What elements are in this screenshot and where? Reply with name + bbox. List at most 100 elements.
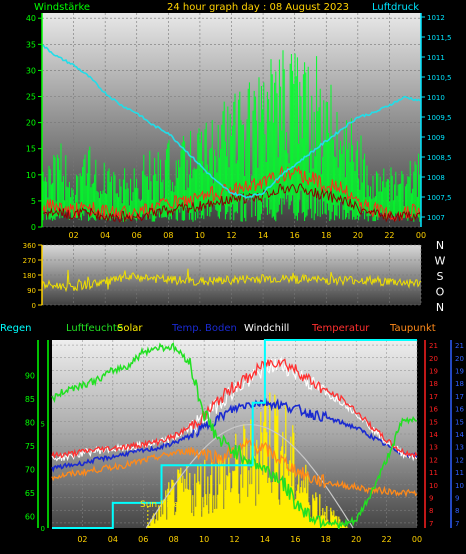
temperature-red-tick-label: 20 — [429, 355, 438, 363]
pressure-y-tick-label: 1008,5 — [427, 154, 452, 162]
temperature-blue-tick-label: 8 — [455, 507, 459, 515]
wind-x-tick-label: 04 — [100, 231, 110, 240]
wind-x-tick-label: 10 — [195, 231, 205, 240]
wind-axis-title: Windstärke — [34, 2, 90, 13]
temperature-blue-tick-label: 9 — [455, 495, 459, 503]
humidity-line — [51, 342, 417, 529]
rain-line — [52, 339, 417, 529]
legend-entry: Taupunkt — [389, 323, 436, 334]
temperature-blue-tick-label: 7 — [455, 520, 459, 528]
direction-y-tick-label: 270 — [23, 257, 36, 265]
climate-x-tick-label: 10 — [199, 535, 209, 544]
compass-label: W — [435, 255, 446, 268]
compass-label: S — [437, 270, 444, 283]
climate-x-tick-label: 08 — [169, 535, 179, 544]
direction-gridlines — [42, 244, 422, 306]
pressure-y-tick-label: 1011,5 — [427, 34, 452, 42]
climate-series — [51, 339, 418, 529]
wind-y-tick-label: 15 — [26, 145, 36, 154]
pressure-series — [41, 44, 421, 199]
pressure-y-tick-label: 1009 — [427, 134, 445, 142]
wind-direction-line — [41, 268, 422, 293]
wind-x-tick-label: 20 — [353, 231, 363, 240]
pressure-y-tick-label: 1008 — [427, 174, 445, 182]
temperature-red-tick-label: 14 — [429, 431, 438, 439]
pressure-y-tick-label: 1010 — [427, 94, 445, 102]
compass-label: N — [436, 301, 444, 314]
temperature-blue-tick-label: 17 — [455, 393, 464, 401]
temperature-blue-tick-label: 11 — [455, 469, 464, 477]
climate-x-tick-label: 12 — [229, 535, 239, 544]
direction-y-tick-label: 360 — [23, 242, 36, 250]
climate-x-tick-label: 06 — [138, 535, 148, 544]
temperature-blue-tick-label: 10 — [455, 482, 464, 490]
legend-entry: Solar — [117, 323, 143, 334]
temperature-red-tick-label: 18 — [429, 380, 438, 388]
temperature-red-tick-label: 7 — [429, 520, 433, 528]
temperature-red-tick-label: 13 — [429, 444, 438, 452]
wind-x-tick-label: 22 — [384, 231, 394, 240]
temperature-red-tick-label: 9 — [429, 495, 433, 503]
wind-y-tick-label: 30 — [26, 66, 36, 75]
humidity-y-ticks: 60 65 70 75 80 85 90 0 5 — [25, 340, 49, 533]
humidity-y-tick-label: 70 — [25, 465, 35, 474]
temperature-blue-tick-label: 19 — [455, 367, 464, 375]
windchill-line — [51, 355, 418, 462]
wind-x-tick-label: 00 — [416, 231, 426, 240]
pressure-y-tick-label: 1007,5 — [427, 194, 452, 202]
pressure-y-ticks: 1007 1007,5 1008 1008,5 1009 1009,5 1010 1010,5… — [420, 13, 452, 227]
temperature-red-tick-label: 19 — [429, 367, 438, 375]
temperature-red-tick-label: 21 — [429, 342, 438, 350]
pressure-y-tick-label: 1009,5 — [427, 114, 452, 122]
temperature-blue-tick-label: 14 — [455, 431, 464, 439]
pressure-y-tick-label: 1007 — [427, 214, 445, 222]
temperature-blue-tick-label: 15 — [455, 418, 464, 426]
wind-x-tick-label: 08 — [163, 231, 173, 240]
climate-x-tick-label: 04 — [108, 535, 118, 544]
wind-y-tick-label: 5 — [31, 197, 36, 206]
wind-x-tick-label: 02 — [68, 231, 78, 240]
climate-x-tick-label: 02 — [77, 535, 87, 544]
temperature-blue-tick-label: 16 — [455, 406, 464, 414]
compass-label: N — [436, 239, 444, 252]
compass-label: O — [436, 286, 445, 299]
rain-y-tick-label: 5 — [41, 421, 45, 429]
temperature-red-tick-label: 12 — [429, 456, 438, 464]
legend-entry: Temperatur — [311, 323, 370, 334]
temperature-red-tick-label: 11 — [429, 469, 438, 477]
wind-y-tick-label: 10 — [26, 171, 36, 180]
pressure-y-tick-label: 1011 — [427, 54, 445, 62]
climate-x-tick-label: 22 — [381, 535, 391, 544]
direction-series — [41, 268, 422, 293]
temperature-blue-tick-label: 20 — [455, 355, 464, 363]
legend-entry: Windchill — [244, 323, 289, 334]
wind-x-tick-label: 14 — [258, 231, 268, 240]
climate-x-tick-label: 00 — [412, 535, 422, 544]
humidity-y-tick-label: 85 — [25, 395, 35, 404]
legend-entry: Temp. Boden — [171, 323, 237, 334]
temperature-blue-tick-label: 18 — [455, 380, 464, 388]
pressure-axis-title: Luftdruck — [372, 2, 419, 13]
wind-y-tick-label: 40 — [26, 14, 36, 23]
wind-gust-bars — [42, 50, 422, 222]
temperature-red-tick-label: 10 — [429, 482, 438, 490]
humidity-y-tick-label: 60 — [25, 512, 35, 521]
direction-y-tick-label: 90 — [27, 287, 36, 295]
sun-rise-annotation: Sun Rise — [140, 500, 179, 510]
direction-y-tick-label: 0 — [32, 302, 36, 310]
temperature-blue-tick-label: 13 — [455, 444, 464, 452]
wind-x-tick-label: 18 — [321, 231, 331, 240]
climate-x-tick-label: 16 — [290, 535, 300, 544]
humidity-y-tick-label: 65 — [25, 489, 35, 498]
climate-x-tick-label: 20 — [351, 535, 361, 544]
pressure-y-tick-label: 1010,5 — [427, 74, 452, 82]
temperature-red-tick-label: 15 — [429, 418, 438, 426]
pressure-line — [41, 44, 421, 199]
temperature-red-tick-label: 17 — [429, 393, 438, 401]
temperature-blue-tick-label: 12 — [455, 456, 464, 464]
direction-y-ticks: 0 90 180 270 360 — [23, 242, 43, 310]
humidity-y-tick-label: 80 — [25, 418, 35, 427]
